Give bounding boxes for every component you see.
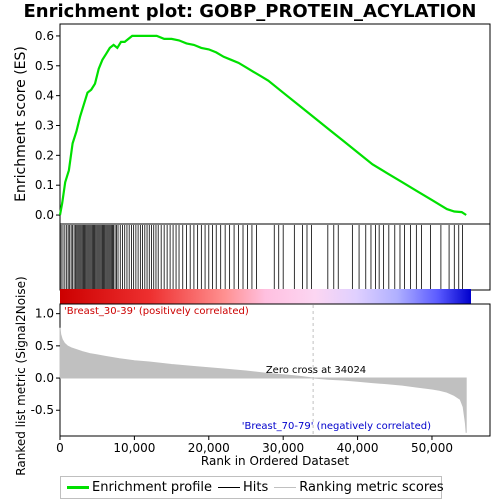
legend: Enrichment profile Hits Ranking metric s… (60, 476, 444, 499)
rank-color-bar (60, 289, 471, 304)
metric-y-axis-label: Ranked list metric (Signal2Noise) (14, 276, 28, 475)
negative-correlation-label: 'Breast_70-79' (negatively correlated) (242, 421, 431, 432)
x-tick-label: 10,000 (113, 441, 155, 455)
es-y-tick-label: 0.4 (35, 89, 54, 103)
metric-y-tick-label: -0.5 (31, 403, 54, 417)
positive-correlation-label: 'Breast_30-39' (positively correlated) (64, 306, 249, 317)
zero-cross-label: Zero cross at 34024 (266, 365, 366, 376)
es-y-tick-label: 0.6 (35, 29, 54, 43)
es-y-tick-label: 0.3 (35, 118, 54, 132)
metric-area (59, 327, 467, 433)
legend-ranking-metric: Ranking metric scores (274, 480, 444, 495)
legend-enrichment-profile-label: Enrichment profile (92, 480, 212, 495)
es-y-axis: 0.0 0.1 0.2 0.3 0.4 0.5 0.6 (35, 29, 60, 222)
legend-ranking-metric-label: Ranking metric scores (299, 480, 444, 495)
x-axis-label: Rank in Ordered Dataset (201, 454, 349, 468)
es-y-axis-label: Enrichment score (ES) (13, 46, 29, 202)
legend-gray-line-swatch (274, 487, 297, 488)
x-tick-label: 50,000 (411, 441, 453, 455)
x-axis: 0 10,000 20,000 30,000 40,000 50,000 (56, 436, 453, 455)
metric-y-axis: 1.0 0.5 0.0 -0.5 (31, 307, 60, 417)
es-y-tick-label: 0.2 (35, 148, 54, 162)
metric-y-tick-label: 1.0 (35, 307, 54, 321)
es-line (58, 34, 467, 216)
es-y-tick-label: 0.0 (35, 208, 54, 222)
chart-title: Enrichment plot: GOBP_PROTEIN_ACYLATION (23, 1, 477, 22)
legend-black-line-swatch (218, 487, 240, 488)
legend-hits: Hits (218, 480, 268, 495)
es-panel-frame (59, 23, 491, 225)
x-tick-label: 40,000 (337, 441, 379, 455)
es-y-tick-label: 0.5 (35, 59, 54, 73)
x-tick-label: 20,000 (188, 441, 230, 455)
x-tick-label: 30,000 (262, 441, 304, 455)
metric-y-tick-label: 0.0 (35, 371, 54, 385)
es-y-tick-label: 0.1 (35, 178, 54, 192)
x-tick-label: 0 (56, 441, 64, 455)
metric-y-tick-label: 0.5 (35, 339, 54, 353)
legend-enrichment-profile: Enrichment profile (67, 480, 212, 495)
legend-hits-label: Hits (243, 480, 269, 495)
metric-group (59, 305, 467, 435)
es-line-group (58, 34, 467, 216)
legend-green-line-swatch (67, 486, 89, 489)
hits-group (60, 225, 463, 289)
